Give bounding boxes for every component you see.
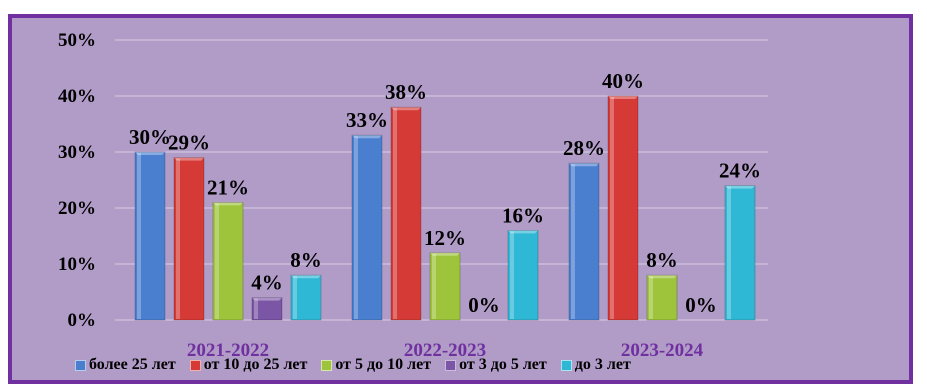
data-label: 40%	[602, 69, 644, 93]
chart-legend: более 25 лет от 10 до 25 лет от 5 до 10 …	[75, 356, 631, 374]
bar	[173, 157, 205, 321]
bar-top-bevel	[174, 157, 204, 161]
bar-top-bevel	[213, 202, 243, 206]
bar	[134, 151, 166, 321]
legend-label: более 25 лет	[89, 356, 176, 373]
bar-highlight	[510, 231, 514, 319]
legend-label: до 3 лет	[574, 356, 631, 373]
y-tick-label: 20%	[58, 198, 96, 219]
legend-item-3-5: от 3 до 5 лет	[445, 356, 547, 374]
y-tick-label: 30%	[58, 142, 96, 163]
bar-highlight	[393, 108, 397, 319]
bar	[290, 274, 322, 321]
bar-highlight	[649, 276, 653, 319]
y-tick-label: 0%	[68, 310, 97, 331]
bar-highlight	[137, 153, 141, 319]
legend-swatch	[321, 359, 333, 371]
bar-highlight	[293, 276, 297, 319]
data-label: 28%	[563, 136, 605, 160]
category-label: 2021-2022	[187, 340, 269, 361]
category-label: 2023-2024	[621, 340, 704, 361]
bar	[212, 201, 244, 321]
bar	[390, 106, 422, 321]
data-label: 38%	[385, 80, 427, 104]
data-label: 21%	[207, 175, 249, 199]
y-tick-label: 40%	[58, 86, 96, 107]
data-label: 16%	[502, 203, 544, 227]
bar-top-bevel	[252, 297, 282, 301]
legend-swatch	[560, 359, 572, 371]
data-label: 24%	[719, 159, 761, 183]
bar	[724, 185, 756, 321]
bar-top-bevel	[569, 163, 599, 167]
data-label: 0%	[685, 293, 717, 317]
legend-label: от 5 до 10 лет	[335, 356, 432, 373]
category-label: 2022-2023	[404, 340, 486, 361]
bar-highlight	[432, 253, 436, 319]
legend-swatch	[445, 359, 457, 371]
bar	[429, 252, 461, 321]
bar-top-bevel	[647, 275, 677, 279]
bar-highlight	[571, 164, 575, 319]
legend-label: от 3 до 5 лет	[459, 356, 547, 373]
legend-item-more-25: более 25 лет	[75, 356, 176, 374]
bar-highlight	[354, 136, 358, 319]
bar-top-bevel	[725, 185, 755, 189]
bar-top-bevel	[352, 135, 382, 139]
bar	[568, 162, 600, 321]
data-label: 0%	[468, 293, 500, 317]
legend-label: от 10 до 25 лет	[203, 356, 308, 373]
data-label: 8%	[646, 248, 678, 272]
bar-top-bevel	[508, 230, 538, 234]
data-label: 12%	[424, 226, 466, 250]
bar-highlight	[176, 158, 180, 319]
y-tick-label: 50%	[58, 30, 96, 51]
bar	[646, 274, 678, 321]
y-tick-label: 10%	[58, 254, 96, 275]
legend-item-under-3: до 3 лет	[560, 356, 631, 374]
legend-item-5-10: от 5 до 10 лет	[321, 356, 431, 374]
bar-highlight	[727, 186, 731, 319]
bar	[351, 134, 383, 321]
data-label: 8%	[290, 248, 322, 272]
bar-top-bevel	[135, 152, 165, 155]
bar-top-bevel	[608, 96, 638, 99]
legend-item-10-25: от 10 до 25 лет	[189, 356, 308, 374]
bar-highlight	[610, 97, 614, 319]
bar	[507, 229, 539, 321]
legend-swatch	[189, 359, 201, 371]
bar-top-bevel	[291, 275, 321, 279]
bar-highlight	[254, 298, 258, 319]
bar-top-bevel	[391, 107, 421, 111]
bar	[607, 95, 639, 321]
legend-swatch	[75, 359, 86, 371]
data-label: 33%	[346, 108, 388, 132]
data-label: 30%	[129, 125, 171, 149]
bar-highlight	[215, 203, 219, 319]
data-label: 29%	[168, 131, 210, 155]
bar	[251, 297, 283, 321]
data-label: 4%	[251, 271, 283, 295]
bar-top-bevel	[430, 252, 460, 256]
